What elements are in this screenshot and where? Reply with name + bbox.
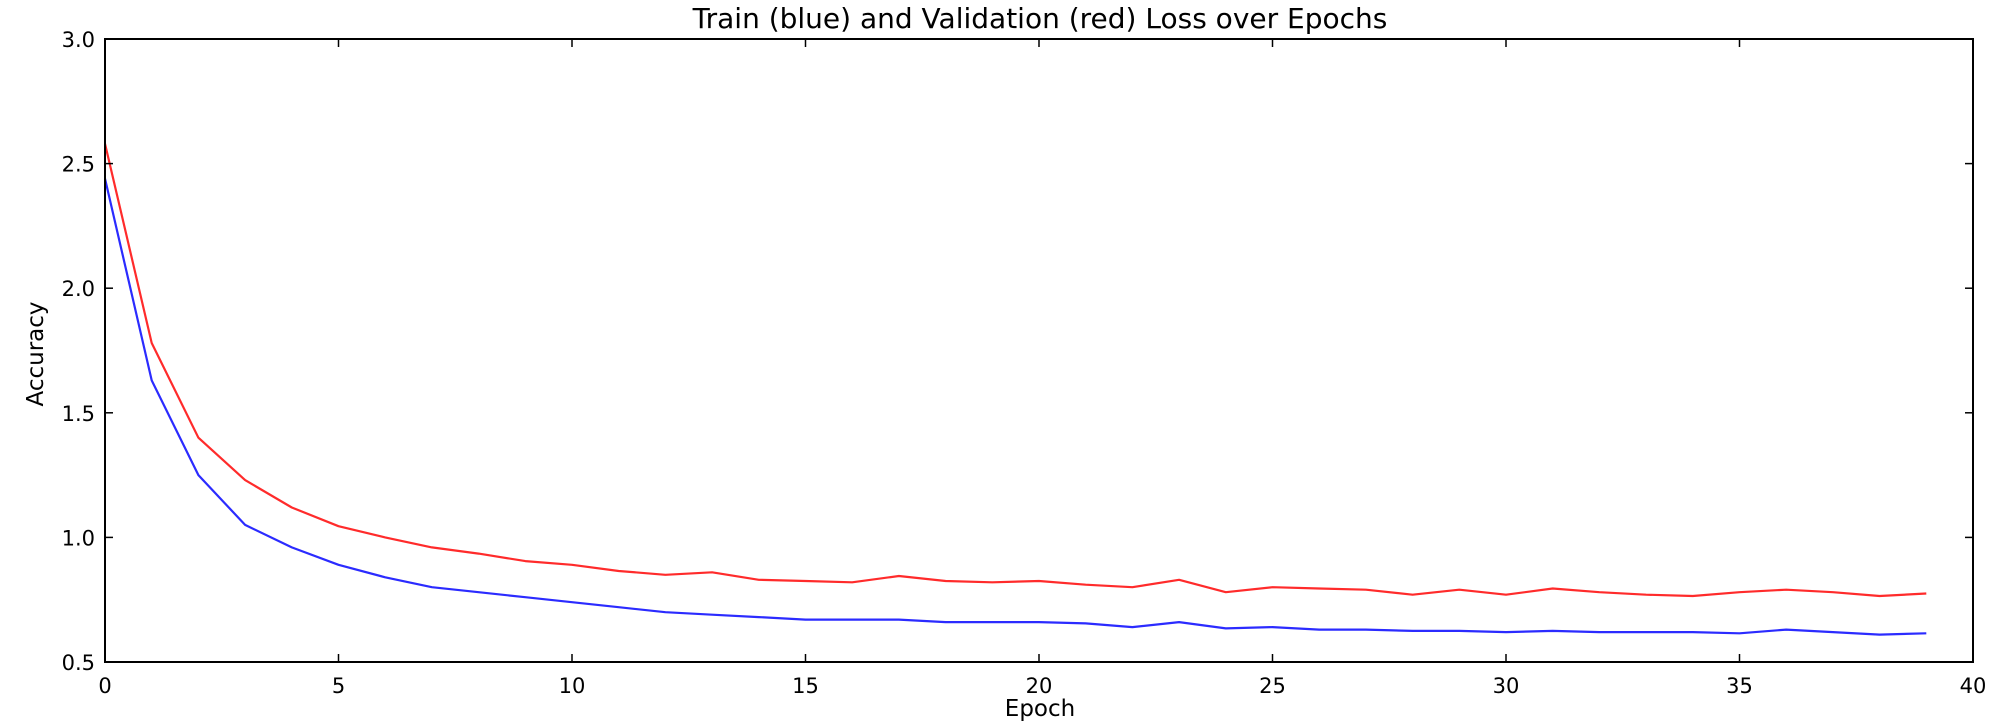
x-tick-label: 30 bbox=[1493, 674, 1520, 698]
y-tick-label: 2.0 bbox=[62, 277, 95, 301]
x-tick-label: 5 bbox=[332, 674, 345, 698]
y-tick-label: 2.5 bbox=[62, 153, 95, 177]
x-tick-label: 35 bbox=[1726, 674, 1753, 698]
y-tick-label: 0.5 bbox=[62, 651, 95, 675]
x-axis-label: Epoch bbox=[1005, 696, 1075, 722]
x-axis-ticks: 0 5 10 15 20 25 30 35 40 bbox=[98, 39, 1986, 698]
x-tick-label: 20 bbox=[1026, 674, 1053, 698]
series-line-2 bbox=[103, 143, 1927, 598]
x-tick-label: 25 bbox=[1259, 674, 1286, 698]
y-axis-label: Accuracy bbox=[23, 301, 49, 406]
x-tick-label: 40 bbox=[1960, 674, 1987, 698]
y-tick-label: 3.0 bbox=[62, 28, 95, 52]
y-tick-label: 1.5 bbox=[62, 402, 95, 426]
y-tick-label: 1.0 bbox=[62, 526, 95, 550]
y-axis-ticks: 0.5 1.0 1.5 2.0 2.5 3.0 bbox=[62, 28, 1973, 675]
chart-title: Train (blue) and Validation (red) Loss o… bbox=[692, 2, 1388, 35]
plot-frame bbox=[104, 38, 1974, 663]
x-tick-label: 0 bbox=[98, 674, 111, 698]
plot-area bbox=[103, 143, 1927, 636]
x-tick-label: 15 bbox=[792, 674, 819, 698]
series-line-1 bbox=[103, 178, 1927, 636]
x-tick-label: 10 bbox=[559, 674, 586, 698]
